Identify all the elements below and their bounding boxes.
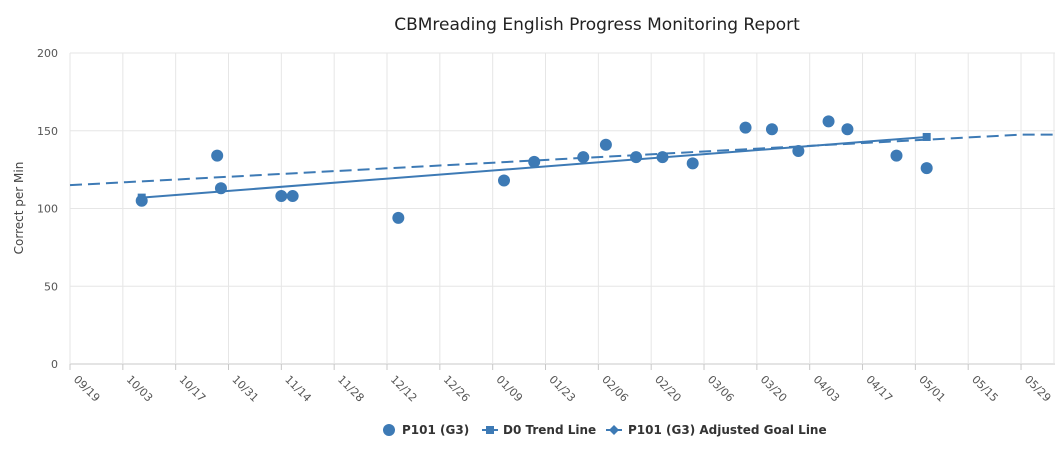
score-point bbox=[211, 149, 224, 162]
x-tick-label: 11/28 bbox=[335, 373, 367, 405]
grid bbox=[69, 52, 1055, 370]
legend-square-marker bbox=[486, 426, 494, 434]
score-point bbox=[686, 157, 699, 170]
x-tick-label: 05/15 bbox=[969, 373, 1001, 405]
legend-label-scores: P101 (G3) bbox=[402, 423, 469, 437]
x-tick-label: 01/23 bbox=[546, 373, 578, 405]
trend-line-marker bbox=[922, 132, 931, 141]
x-tick-label: 10/03 bbox=[124, 373, 156, 405]
x-tick-label: 05/29 bbox=[1022, 373, 1054, 405]
goal-line-series bbox=[69, 133, 1055, 187]
legend: P101 (G3) D0 Trend Line P101 (G3) Adjust… bbox=[383, 423, 827, 437]
legend-item-trend[interactable]: D0 Trend Line bbox=[482, 423, 596, 437]
x-tick-label: 04/03 bbox=[811, 373, 843, 405]
score-point bbox=[630, 151, 643, 164]
x-tick-label: 09/19 bbox=[71, 373, 103, 405]
x-tick-label: 11/14 bbox=[282, 373, 314, 405]
score-point bbox=[739, 121, 752, 134]
score-point bbox=[286, 190, 299, 203]
y-tick-label: 50 bbox=[44, 280, 58, 293]
y-tick-label: 0 bbox=[51, 358, 58, 371]
x-tick-label: 03/20 bbox=[758, 373, 790, 405]
x-tick-label: 03/06 bbox=[705, 373, 737, 405]
legend-item-goal[interactable]: P101 (G3) Adjusted Goal Line bbox=[606, 423, 827, 437]
x-tick-label: 02/06 bbox=[599, 373, 631, 405]
score-points-series bbox=[135, 115, 933, 224]
score-point bbox=[577, 151, 590, 164]
score-point bbox=[765, 123, 778, 136]
score-point bbox=[498, 174, 511, 187]
score-point bbox=[275, 190, 288, 203]
x-tick-label: 10/17 bbox=[177, 373, 209, 405]
score-point bbox=[920, 162, 933, 175]
goal-line bbox=[69, 133, 1055, 187]
y-tick-label: 100 bbox=[37, 203, 58, 216]
score-point bbox=[135, 194, 148, 207]
x-tick-label: 04/17 bbox=[863, 373, 895, 405]
x-tick-label: 01/09 bbox=[494, 373, 526, 405]
score-point bbox=[656, 151, 669, 164]
legend-circle-marker bbox=[383, 424, 395, 436]
score-point bbox=[822, 115, 835, 128]
y-axis-ticks: 0 50 100 150 200 bbox=[37, 47, 58, 371]
score-point bbox=[792, 144, 805, 157]
score-point bbox=[599, 138, 612, 151]
legend-diamond-marker bbox=[609, 425, 619, 435]
score-point bbox=[214, 182, 227, 195]
score-point bbox=[890, 149, 903, 162]
score-point bbox=[528, 155, 541, 168]
x-axis-ticks: 09/19 10/03 10/17 10/31 11/14 11/28 12/12 12/26… bbox=[71, 373, 1054, 405]
x-tick-label: 12/26 bbox=[441, 373, 473, 405]
score-point bbox=[392, 211, 405, 224]
x-tick-label: 02/20 bbox=[652, 373, 684, 405]
x-tick-label: 05/01 bbox=[916, 373, 948, 405]
legend-label-trend: D0 Trend Line bbox=[503, 423, 596, 437]
x-tick-label: 10/31 bbox=[229, 373, 261, 405]
legend-item-scores[interactable]: P101 (G3) bbox=[383, 423, 469, 437]
x-tick-label: 12/12 bbox=[388, 373, 420, 405]
legend-label-goal: P101 (G3) Adjusted Goal Line bbox=[628, 423, 827, 437]
y-axis-label: Correct per Min bbox=[12, 162, 26, 255]
score-point bbox=[841, 123, 854, 136]
y-tick-label: 150 bbox=[37, 125, 58, 138]
chart-title: CBMreading English Progress Monitoring R… bbox=[394, 15, 800, 35]
y-tick-label: 200 bbox=[37, 47, 58, 60]
